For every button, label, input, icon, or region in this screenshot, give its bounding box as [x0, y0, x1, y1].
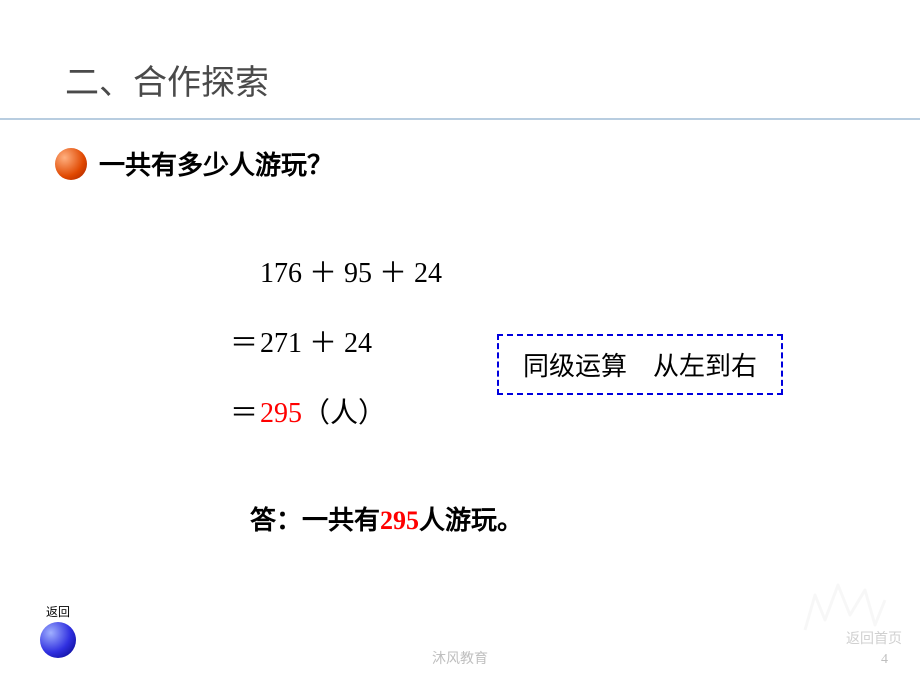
eq-sign: ＝: [230, 400, 260, 428]
math-line-3: ＝ 295 （人）: [230, 400, 442, 428]
bullet-ball-icon: [55, 148, 87, 180]
back-label: 返回: [40, 603, 76, 620]
slide-title: 二、合作探索: [65, 55, 920, 104]
footer-brand: 沐风教育: [432, 648, 488, 668]
question-text: 一共有多少人游玩？: [99, 145, 333, 182]
eq-sign: ＝: [230, 330, 260, 358]
math-expr-2: 271 ＋ 24: [260, 330, 372, 358]
answer-line: 答：一共有295人游玩。: [250, 500, 523, 537]
math-line-1: 176 ＋ 95 ＋ 24: [230, 260, 442, 288]
watermark-icon: [800, 575, 890, 635]
back-ball-icon: [40, 622, 76, 658]
slide: 二、合作探索 一共有多少人游玩？ 176 ＋ 95 ＋ 24 ＝ 271 ＋ 2…: [0, 0, 920, 690]
home-link[interactable]: 返回首页: [846, 628, 902, 648]
answer-value: 295: [380, 506, 419, 535]
math-line-2: ＝ 271 ＋ 24: [230, 330, 442, 358]
title-section: 二、合作探索: [0, 0, 920, 104]
answer-prefix: 答：一共有: [250, 506, 380, 535]
rule-callout-box: 同级运算 从左到右: [497, 334, 783, 395]
question-row: 一共有多少人游玩？: [55, 145, 333, 182]
math-result: 295: [260, 400, 302, 428]
math-block: 176 ＋ 95 ＋ 24 ＝ 271 ＋ 24 ＝ 295 （人）: [230, 260, 442, 470]
answer-suffix: 人游玩。: [419, 506, 523, 535]
math-unit: （人）: [302, 400, 386, 428]
back-button[interactable]: 返回: [40, 603, 76, 658]
horizontal-rule: [0, 118, 920, 120]
page-number: 4: [881, 652, 888, 668]
